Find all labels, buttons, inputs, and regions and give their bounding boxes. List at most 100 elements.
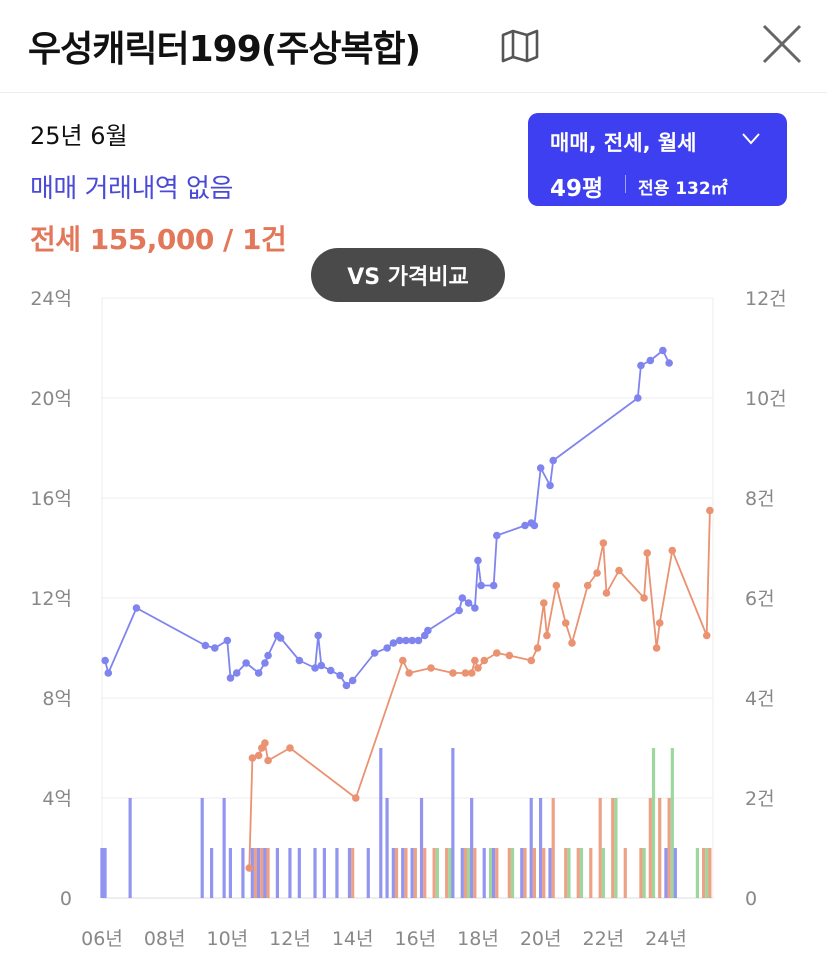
volume-bar-monthly bbox=[448, 848, 452, 898]
y-right-tick-label: 10건 bbox=[745, 388, 787, 410]
price-point-0 bbox=[326, 666, 335, 675]
price-point-0 bbox=[211, 644, 219, 652]
price-point-0 bbox=[471, 604, 479, 612]
price-point-1 bbox=[254, 751, 263, 760]
price-point-1 bbox=[552, 581, 561, 590]
volume-bar-monthly bbox=[614, 798, 618, 898]
y-left-tick-label: 0 bbox=[60, 888, 72, 910]
sale-summary: 매매 거래내역 없음 bbox=[30, 174, 233, 204]
volume-bar-sale bbox=[241, 848, 245, 898]
price-point-1 bbox=[248, 754, 257, 762]
trade-type-label: 매매, 전세, 월세 bbox=[550, 131, 697, 155]
volume-bar-jeonse bbox=[463, 848, 468, 898]
x-tick-label: 16년 bbox=[394, 928, 436, 950]
price-point-1 bbox=[474, 664, 482, 672]
price-point-0 bbox=[342, 681, 351, 690]
jeonse-summary: 전세 155,000 / 1건 bbox=[30, 223, 287, 256]
volume-bar-sale bbox=[210, 848, 214, 898]
volume-bar-sale bbox=[100, 848, 104, 898]
price-point-0 bbox=[402, 636, 410, 645]
price-point-0 bbox=[226, 674, 235, 682]
volume-bar-sale bbox=[288, 848, 292, 898]
volume-bar-sale bbox=[228, 848, 232, 898]
price-point-1 bbox=[615, 566, 623, 575]
volume-bar-jeonse bbox=[266, 848, 270, 898]
price-point-0 bbox=[295, 656, 304, 665]
price-point-0 bbox=[336, 671, 344, 680]
price-point-1 bbox=[543, 631, 551, 640]
price-point-0 bbox=[458, 594, 467, 602]
price-point-1 bbox=[602, 589, 611, 597]
page-title: 우성캐릭터199(주상복합) bbox=[28, 29, 421, 70]
price-point-1 bbox=[449, 669, 457, 677]
price-point-1 bbox=[261, 739, 269, 747]
volume-bar-jeonse bbox=[532, 848, 536, 898]
price-point-0 bbox=[264, 651, 272, 660]
price-point-1 bbox=[655, 619, 664, 627]
volume-bar-jeonse bbox=[423, 848, 427, 898]
volume-bar-jeonse bbox=[564, 848, 568, 898]
volume-bar-sale bbox=[673, 848, 677, 898]
y-left-tick-label: 12억 bbox=[30, 588, 72, 610]
map-icon[interactable] bbox=[500, 28, 540, 64]
price-point-0 bbox=[254, 669, 263, 677]
price-point-0 bbox=[493, 531, 501, 540]
price-point-1 bbox=[245, 864, 254, 872]
chevron-down-icon bbox=[742, 133, 760, 145]
price-point-0 bbox=[314, 631, 323, 640]
price-point-1 bbox=[493, 649, 501, 657]
price-point-1 bbox=[568, 639, 576, 647]
price-chart: 0 4억 8억 12억 16억 20억 24억 0 2건 4건 6건 8건 10건 12건 06년 08년 10… bbox=[30, 288, 787, 950]
volume-bar-jeonse bbox=[639, 848, 643, 898]
volume-bar-sale bbox=[200, 798, 204, 898]
price-point-0 bbox=[132, 604, 141, 612]
price-point-1 bbox=[352, 794, 360, 802]
price-point-1 bbox=[264, 756, 272, 765]
price-point-1 bbox=[286, 744, 294, 752]
volume-bar-jeonse bbox=[253, 848, 258, 898]
price-point-0 bbox=[530, 521, 539, 530]
price-point-0 bbox=[370, 649, 379, 657]
volume-bar-sale bbox=[401, 848, 405, 898]
close-icon[interactable] bbox=[760, 22, 804, 66]
volume-bar-jeonse bbox=[702, 848, 706, 898]
price-point-0 bbox=[455, 606, 464, 615]
volume-bar-sale bbox=[257, 848, 261, 898]
price-point-0 bbox=[546, 481, 554, 490]
y-left-tick-label: 20억 bbox=[30, 388, 72, 410]
volume-bar-jeonse bbox=[589, 848, 593, 898]
divider bbox=[625, 175, 626, 193]
volume-bar-jeonse bbox=[432, 848, 436, 898]
price-point-1 bbox=[706, 506, 714, 515]
vs-compare-button[interactable]: VS 가격비교 bbox=[311, 248, 505, 302]
volume-bar-sale bbox=[263, 848, 267, 898]
trade-type-filter-button[interactable]: 매매, 전세, 월세 49평 전용 132㎡ bbox=[528, 113, 787, 206]
volume-bar-sale bbox=[451, 748, 455, 898]
price-point-0 bbox=[665, 359, 673, 367]
volume-bar-jeonse bbox=[623, 848, 627, 898]
price-point-0 bbox=[477, 581, 485, 590]
volume-bar-monthly bbox=[467, 848, 471, 898]
price-point-0 bbox=[383, 644, 391, 652]
area-label: 전용 132㎡ bbox=[638, 179, 728, 199]
volume-bar-sale bbox=[313, 848, 317, 898]
x-tick-label: 18년 bbox=[457, 928, 499, 950]
price-point-1 bbox=[399, 656, 407, 665]
price-point-0 bbox=[549, 456, 557, 465]
price-point-1 bbox=[527, 656, 536, 665]
volume-bar-monthly bbox=[601, 848, 605, 898]
price-point-0 bbox=[424, 626, 432, 635]
x-tick-label: 14년 bbox=[332, 928, 374, 950]
price-point-0 bbox=[634, 394, 642, 402]
volume-bar-monthly bbox=[435, 848, 439, 898]
price-point-1 bbox=[427, 664, 435, 672]
volume-bar-sale bbox=[410, 848, 414, 898]
x-tick-label: 22년 bbox=[582, 928, 624, 950]
y-right-tick-label: 6건 bbox=[745, 588, 775, 610]
price-point-0 bbox=[646, 356, 655, 365]
volume-bar-jeonse bbox=[351, 848, 355, 898]
volume-bar-monthly bbox=[579, 848, 584, 898]
price-line-0 bbox=[104, 349, 670, 687]
volume-bar-sale bbox=[250, 848, 254, 898]
price-point-0 bbox=[464, 599, 473, 607]
